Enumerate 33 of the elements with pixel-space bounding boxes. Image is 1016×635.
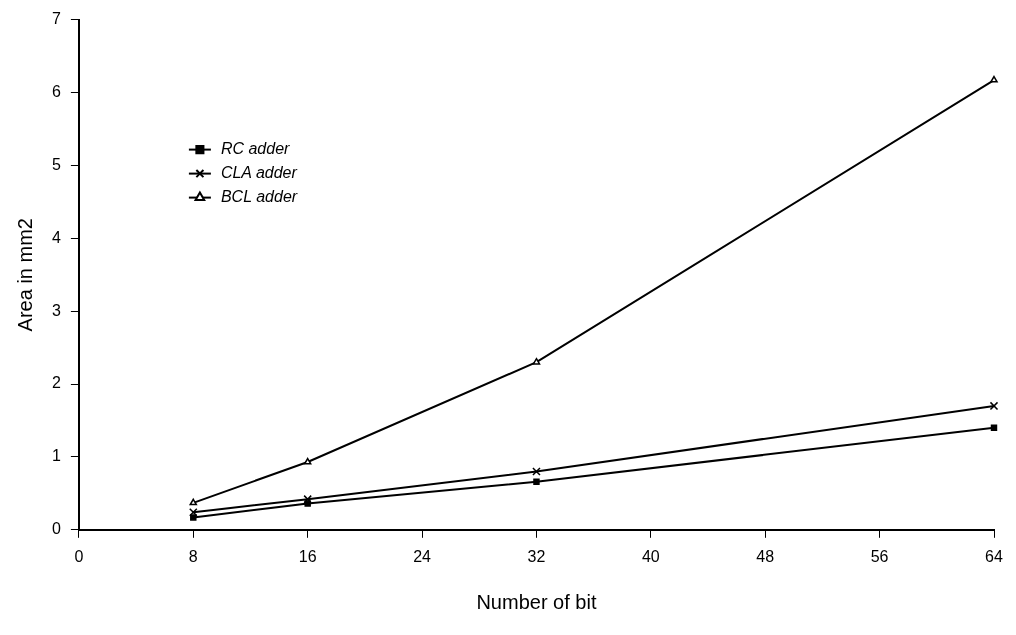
y-tick-label: 0 [51, 520, 61, 538]
legend-label: BCL adder [220, 188, 298, 206]
point [303, 457, 312, 465]
point [532, 467, 541, 476]
x-tick-label: 0 [74, 547, 84, 565]
y-tick-label: 5 [51, 155, 61, 173]
point [990, 424, 998, 431]
x-tick-label: 40 [641, 547, 660, 565]
point [190, 514, 197, 521]
y-tick-label: 2 [51, 374, 61, 392]
point [304, 500, 311, 507]
point [989, 401, 999, 411]
x-tick-label: 16 [298, 547, 317, 565]
x-tick-label: 8 [188, 547, 198, 565]
y-axis-title: Area in mm2 [13, 218, 36, 332]
point [189, 498, 198, 506]
legend-label: RC adder [220, 140, 291, 158]
x-axis-title: Number of bit [476, 590, 597, 613]
point [189, 508, 198, 517]
x-tick-label: 56 [870, 547, 889, 565]
y-tick-label: 6 [51, 82, 61, 100]
x-tick-label: 64 [985, 547, 1003, 565]
x-tick-label: 32 [527, 547, 546, 565]
x-tick-label: 48 [756, 547, 775, 565]
point [532, 357, 541, 365]
y-tick-label: 3 [51, 301, 61, 319]
x-tick-label: 24 [413, 547, 432, 565]
legend-label: CLA adder [220, 164, 298, 182]
y-tick-label: 7 [51, 10, 61, 28]
y-tick-label: 1 [51, 447, 61, 465]
point [990, 75, 998, 83]
point [533, 478, 540, 485]
y-tick-label: 4 [51, 228, 61, 246]
